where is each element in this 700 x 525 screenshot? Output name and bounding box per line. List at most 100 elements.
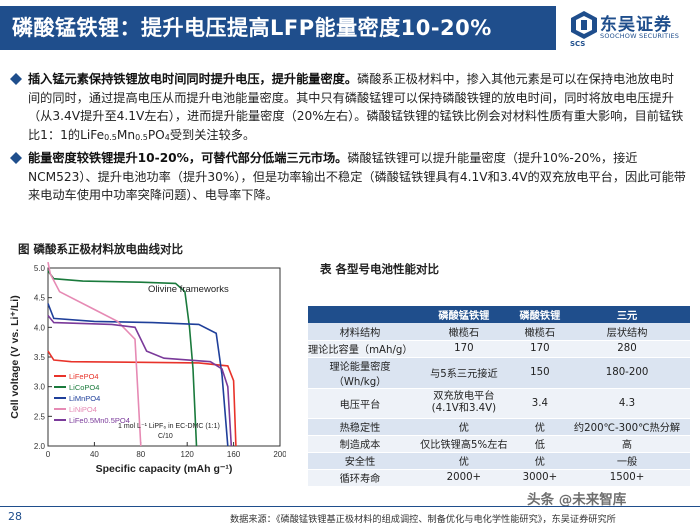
watermark: 头条 @未来智库	[527, 492, 627, 508]
y-tick-label: 2.5	[34, 412, 46, 421]
table-row-label: 热稳定性	[308, 418, 412, 436]
legend-label: LiMnPO4	[69, 394, 100, 403]
logo-text-en: SOOCHOW SECURITIES	[600, 32, 680, 40]
table-row-label: 电压平台	[308, 388, 412, 419]
y-tick-label: 4.5	[34, 294, 46, 303]
page-header: 磷酸锰铁锂：提升电压提高LFP能量密度10-20% 东吴证券 SOOCHOW S…	[0, 0, 700, 58]
table-cell: 4.3	[564, 388, 690, 419]
table-cell: 橄榄石	[515, 323, 565, 341]
table-row-label: 安全性	[308, 452, 412, 470]
table-header-cell	[308, 306, 412, 323]
chart-annotation-title: Olivine frameworks	[148, 284, 229, 295]
table-header-row: 磷酸锰铁锂 磷酸铁锂 三元	[308, 306, 690, 323]
x-tick-label: 200	[273, 450, 286, 459]
table-row: 电压平台 双充放电平台 (4.1V和3.4V) 3.4 4.3	[308, 388, 690, 419]
bullet-text: 磷酸系正极材料中，掺入其他元素是可以在保持电池放电时间的同时，通过提高电压从而提…	[28, 72, 684, 142]
table-cell: 约200℃-300℃热分解	[564, 418, 690, 436]
legend-label: LiFe0.5Mn0.5PO4	[69, 416, 130, 425]
table-cell: 与5系三元接近	[412, 357, 516, 389]
series-line	[47, 270, 198, 447]
table-cell: 优	[515, 452, 565, 470]
bullet-text: PO	[147, 127, 165, 142]
table-cell: 180-200	[564, 357, 690, 389]
x-tick-label: 120	[181, 450, 195, 459]
x-tick-label: 80	[136, 450, 145, 459]
page-number: 28	[8, 510, 22, 523]
x-axis-label: Specific capacity (mAh g⁻¹)	[96, 463, 233, 475]
table-row: 制造成本 仅比铁锂高5%左右低高	[308, 435, 690, 453]
table-row: 循环寿命 2000+ 3000+ 1500+	[308, 469, 690, 487]
table-header-cell: 磷酸锰铁锂	[412, 306, 516, 323]
series-line	[47, 350, 237, 447]
table-row: 安全性优优一般	[308, 452, 690, 470]
table-cell: 优	[412, 452, 516, 470]
legend-label: LiNiPO4	[69, 405, 97, 414]
bullet-bold: 插入锰元素保持铁锂放电时间同时提升电压，提升能量密度。	[28, 72, 358, 86]
y-tick-label: 2.0	[34, 442, 46, 451]
table-cell: 3.4	[515, 388, 565, 419]
chart-svg: 0 40 80 120 160 200 2.0 2.5 3.0 3.5 4.0 4.5 5.0 Speci…	[9, 261, 287, 475]
bullet-text: Mn	[116, 127, 136, 142]
table-row: 材料结构 橄榄石 橄榄石 层状结构	[308, 323, 690, 341]
bullet-text: 磷酸锰铁锂可以提升能量密度（提升10%-20%，接近NCM523）、提升电池功率…	[28, 151, 686, 202]
table-row: 理论比容量（mAh/g） 170 170 280	[308, 340, 690, 358]
table-cell: 2000+	[412, 469, 516, 487]
table-cell: 3000+	[515, 469, 565, 487]
table-cell: 150	[515, 357, 565, 389]
bullet-list: 插入锰元素保持铁锂放电时间同时提升电压，提升能量密度。磷酸系正极材料中，掺入其他…	[10, 70, 686, 207]
table-caption: 表 各型号电池性能对比	[320, 262, 440, 276]
legend-label: LiCoPO4	[69, 383, 99, 392]
table-row-label: 制造成本	[308, 435, 412, 453]
table-header-cell: 三元	[564, 306, 690, 323]
subscript: 4	[164, 132, 170, 142]
subscript: 0.5	[104, 132, 117, 142]
y-axis-label: Cell voltage (V vs. Li⁺/Li)	[9, 295, 21, 418]
x-tick-label: 40	[90, 450, 99, 459]
table-cell: 170	[412, 340, 516, 358]
bullet-item: 能量密度较铁锂提升10-20%，可替代部分低端三元市场。磷酸锰铁锂可以提升能量密…	[10, 149, 686, 205]
performance-table: 磷酸锰铁锂 磷酸铁锂 三元 材料结构 橄榄石 橄榄石 层状结构 理论比容量（mAh/g）…	[308, 306, 690, 487]
bullet-text: 受到关注较多。	[169, 127, 256, 142]
series-line	[47, 314, 233, 447]
table-row-label: 材料结构	[308, 323, 412, 341]
chart-annotation-condition: 1 mol L⁻¹ LiPF₆ in EC-DMC (1:1)	[118, 423, 220, 430]
chart-annotation-rate: C/10	[158, 433, 173, 440]
table-row-label: 理论能量密度（Wh/kg）	[308, 357, 412, 389]
y-tick-label: 3.5	[34, 353, 46, 362]
diamond-bullet-icon	[10, 152, 22, 164]
subscript: 0.5	[135, 132, 148, 142]
bullet-item: 插入锰元素保持铁锂放电时间同时提升电压，提升能量密度。磷酸系正极材料中，掺入其他…	[10, 70, 686, 147]
table-cell: 仅比铁锂高5%左右	[412, 435, 516, 453]
table-row: 理论能量密度（Wh/kg） 与5系三元接近 150 180-200	[308, 357, 690, 389]
table-cell: 双充放电平台 (4.1V和3.4V)	[412, 388, 516, 419]
table-cell: 优	[412, 418, 516, 436]
table-row-label: 循环寿命	[308, 469, 412, 487]
table-cell: 1500+	[564, 469, 690, 487]
title-bar: 磷酸锰铁锂：提升电压提高LFP能量密度10-20%	[0, 6, 556, 50]
x-tick-label: 0	[46, 450, 51, 459]
x-tick-label: 160	[227, 450, 241, 459]
footer-divider	[0, 506, 700, 507]
table-cell: 170	[515, 340, 565, 358]
table-cell: 低	[515, 435, 565, 453]
table-row: 热稳定性优优约200℃-300℃热分解	[308, 418, 690, 436]
table-cell: 层状结构	[564, 323, 690, 341]
table-cell: 280	[564, 340, 690, 358]
slide-title: 磷酸锰铁锂：提升电压提高LFP能量密度10-20%	[12, 16, 492, 40]
bullet-bold: 能量密度较铁锂提升10-20%，可替代部分低端三元市场。	[28, 151, 348, 165]
data-source: 数据来源：《磷酸锰铁锂基正极材料的组成调控、制备优化与电化学性能研究》，东吴证券…	[230, 514, 616, 525]
series-line	[47, 261, 142, 447]
y-tick-label: 4.0	[34, 323, 46, 332]
y-tick-label: 5.0	[34, 264, 46, 273]
legend-label: LiFePO4	[69, 372, 99, 381]
figure-caption: 图 磷酸系正极材料放电曲线对比	[18, 242, 184, 256]
table-cell: 高	[564, 435, 690, 453]
table-header-cell: 磷酸铁锂	[515, 306, 565, 323]
brand-logo: 东吴证券 SOOCHOW SECURITIES SCS	[570, 8, 696, 50]
logo-mark-icon	[571, 11, 597, 39]
logo-abbr: SCS	[570, 40, 586, 48]
table-cell: 橄榄石	[412, 323, 516, 341]
y-tick-label: 3.0	[34, 383, 46, 392]
table-cell: 优	[515, 418, 565, 436]
plot-area	[47, 267, 281, 447]
